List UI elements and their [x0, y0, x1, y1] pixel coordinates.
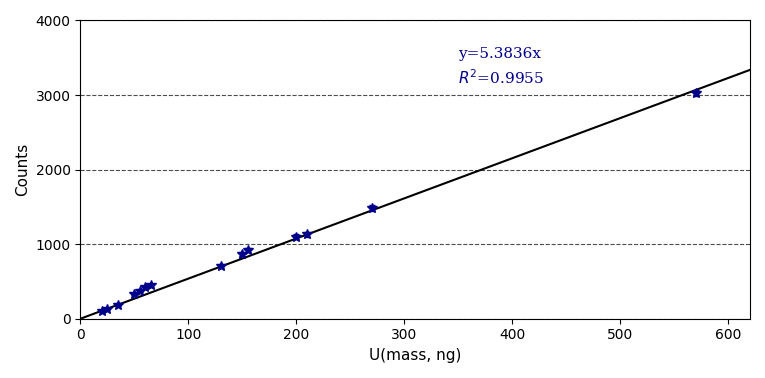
Text: $R^2$=0.9955: $R^2$=0.9955: [458, 68, 545, 87]
Text: y=5.3836x: y=5.3836x: [458, 47, 542, 61]
X-axis label: U(mass, ng): U(mass, ng): [369, 348, 461, 363]
Y-axis label: Counts: Counts: [15, 143, 30, 196]
